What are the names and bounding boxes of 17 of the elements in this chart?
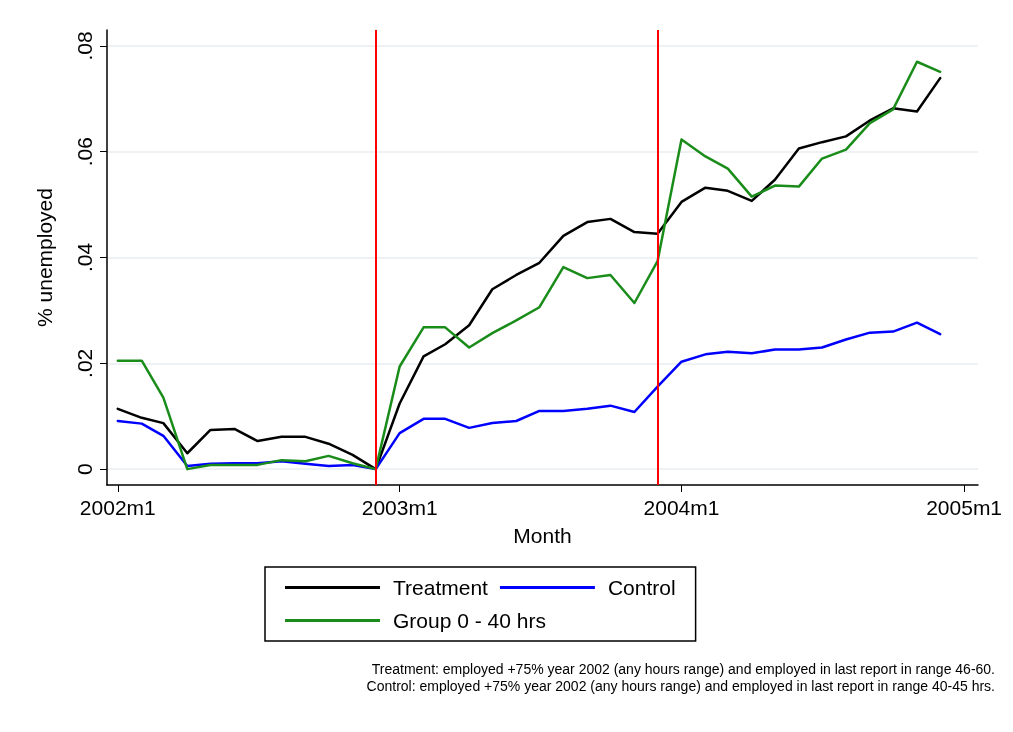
y-tick-label: .04 — [73, 242, 96, 273]
x-tick-label: 2004m1 — [643, 496, 720, 519]
x-tick-label: 2005m1 — [926, 496, 1003, 519]
x-axis-title: Month — [513, 524, 572, 547]
y-tick-label: 0 — [73, 463, 96, 475]
text: Control: employed +75% year 2002 (any hours range) and employed in last report in range 40-45 hrs. — [366, 678, 995, 694]
y-axis-title: % unemployed — [33, 188, 56, 327]
legend-label: Control — [607, 576, 676, 599]
text: Treatment: employed +75% year 2002 (any hours range) and employed in last report in range 46-60. — [371, 661, 995, 677]
legend-label: Treatment — [393, 576, 489, 599]
y-tick-label: .06 — [73, 137, 96, 167]
line-series — [116, 321, 942, 471]
x-tick-label: 2003m1 — [361, 496, 438, 519]
x-tick-label: 2002m1 — [79, 496, 156, 519]
legend-label: Group 0 - 40 hrs — [393, 609, 546, 632]
y-tick-label: .08 — [73, 31, 96, 61]
y-tick-label: .02 — [73, 348, 96, 378]
